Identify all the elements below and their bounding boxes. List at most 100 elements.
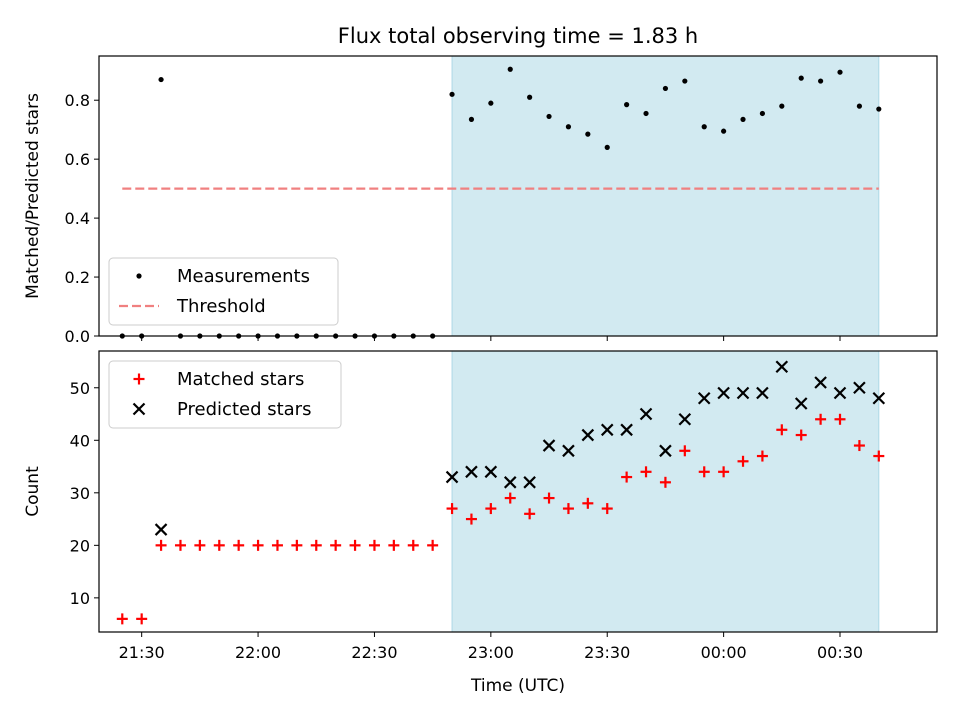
legend: Measurements Threshold [108, 257, 339, 326]
legend-swatch [136, 273, 142, 279]
data-point [659, 476, 671, 488]
data-point-b [775, 360, 789, 374]
x-tick-label: 00:00 [701, 643, 747, 662]
data-point [876, 106, 882, 112]
data-point [721, 128, 727, 134]
data-point [662, 85, 669, 92]
data-point [427, 539, 439, 551]
series-matched-stars [116, 413, 885, 625]
data-point [485, 503, 497, 515]
legend-swatch [133, 373, 145, 385]
data-point [794, 397, 808, 410]
data-point [407, 539, 419, 551]
data-point [833, 386, 847, 400]
y-tick-label: 20 [70, 536, 90, 555]
data-point-b [659, 444, 672, 458]
legend-swatch [132, 402, 146, 416]
y-tick-label: 0.8 [65, 91, 90, 110]
x-tick-label: 22:30 [351, 643, 397, 662]
y-tick-label: 0.6 [65, 150, 90, 169]
legend-label: Threshold [176, 296, 266, 317]
data-point [620, 423, 633, 437]
data-point [756, 386, 769, 400]
data-point [814, 376, 827, 389]
data-point-b [736, 386, 750, 400]
y-tick-label: 0.0 [65, 327, 90, 346]
data-point [698, 466, 710, 478]
data-point [524, 508, 536, 520]
data-point [504, 492, 516, 504]
data-point [798, 75, 804, 81]
data-point [388, 539, 400, 551]
x-axis-title: Time (UTC) [470, 676, 565, 696]
data-point-b [853, 381, 866, 395]
series-predicted-stars [154, 360, 886, 536]
data-point [271, 539, 283, 551]
data-point [624, 102, 630, 108]
data-point [252, 539, 264, 551]
data-point [465, 465, 478, 479]
data-point [718, 466, 730, 478]
data-point [542, 439, 556, 452]
data-point [856, 103, 863, 109]
data-point-b [465, 465, 478, 479]
data-point [194, 539, 206, 551]
data-point [640, 466, 652, 478]
x-tick-label: 21:30 [119, 643, 165, 662]
data-point [158, 76, 164, 83]
data-point [853, 381, 866, 395]
data-point [604, 144, 610, 150]
data-point [682, 78, 688, 84]
data-point [600, 423, 614, 437]
data-point [736, 386, 750, 400]
data-point-b [620, 423, 633, 437]
data-point [527, 94, 533, 100]
data-point [717, 386, 730, 400]
data-point [643, 110, 649, 117]
bottom-panel: 10 20 30 40 50 21:30 22:00 22:30 23:00 23:30 00:00… [23, 350, 938, 662]
data-point-b [678, 413, 692, 426]
data-point [562, 444, 575, 458]
data-point [507, 66, 513, 72]
data-point [659, 444, 672, 458]
plot-frame [98, 55, 938, 337]
data-point [330, 539, 342, 551]
data-point-b [872, 391, 886, 405]
data-point-b [484, 465, 498, 479]
data-point [562, 503, 574, 515]
top-panel: 0.0 0.2 0.4 0.6 0.8 Matched/Predicted stars Me… [23, 55, 938, 346]
data-point [543, 492, 555, 504]
data-point-b [542, 439, 556, 452]
data-point [310, 539, 322, 551]
data-point [872, 391, 886, 405]
chart-title: Flux total observing time = 1.83 h [338, 24, 698, 48]
data-point [154, 523, 168, 536]
data-point [174, 539, 186, 551]
data-point [776, 424, 788, 436]
data-point [213, 539, 225, 551]
legend-box [108, 360, 342, 429]
data-point [291, 539, 303, 551]
data-point [546, 113, 552, 120]
y-tick-label: 0.4 [65, 209, 90, 228]
data-point [233, 539, 245, 551]
data-point [775, 360, 789, 374]
x-tick-label: 23:00 [468, 643, 514, 662]
observing-interval-shade [451, 350, 880, 633]
data-point [756, 450, 768, 462]
data-point-b [794, 397, 808, 410]
x-tick-label: 00:30 [817, 643, 863, 662]
data-point-b [600, 423, 614, 437]
data-point [446, 503, 458, 515]
data-point [701, 124, 707, 130]
data-point [795, 429, 807, 441]
data-point [503, 476, 517, 489]
data-point-b [154, 523, 168, 536]
data-point [740, 116, 746, 122]
data-point [815, 413, 827, 425]
data-point [484, 465, 498, 479]
x-tick-label: 23:30 [584, 643, 630, 662]
data-point-b [814, 376, 827, 389]
legend-box [108, 257, 339, 326]
